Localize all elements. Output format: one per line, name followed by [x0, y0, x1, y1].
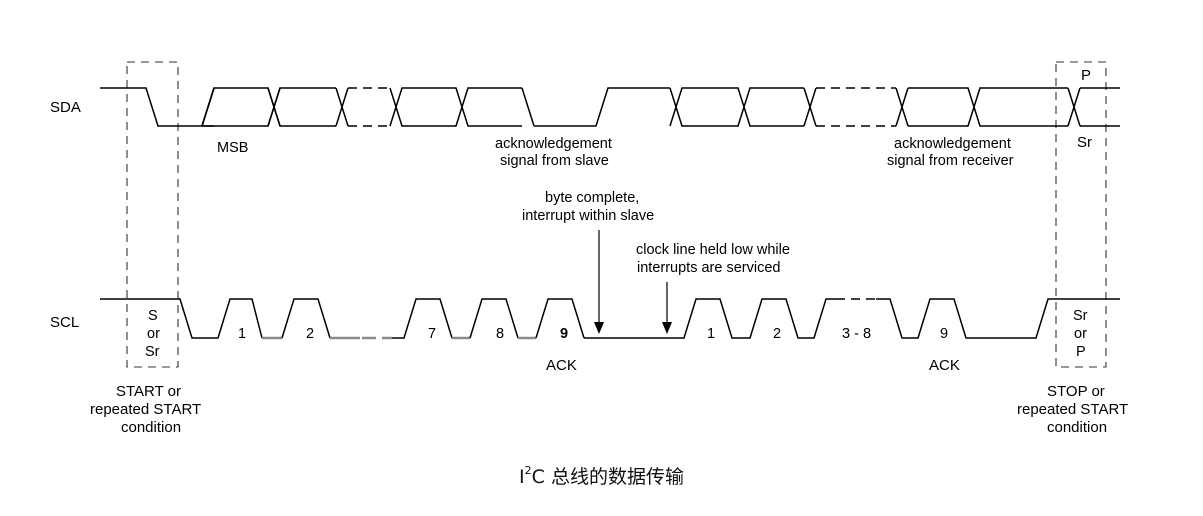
clock-number: 1	[707, 326, 715, 342]
scl-label: SCL	[50, 314, 79, 331]
start-condition-line1: START or	[116, 383, 181, 400]
ack-slave-line2: signal from slave	[500, 153, 609, 169]
clock-number: 8	[496, 326, 504, 342]
ack-slave-line1: acknowledgement	[495, 136, 612, 152]
stop-box-line1: Sr	[1073, 308, 1088, 324]
ack-receiver-line2: signal from receiver	[887, 153, 1014, 169]
stop-box-line2: or	[1074, 326, 1087, 342]
stop-box-line3: P	[1076, 344, 1086, 360]
stop-p-label: P	[1081, 67, 1091, 84]
byte-complete-line2: interrupt within slave	[522, 208, 654, 224]
caption-text: C 总线的数据传输	[531, 466, 684, 488]
caption-superscript: 2	[524, 464, 532, 477]
byte-complete-line1: byte complete,	[545, 190, 639, 206]
start-box-line2: or	[147, 326, 160, 342]
figure-caption: I2C 总线的数据传输	[0, 462, 1203, 489]
start-condition-box	[126, 61, 179, 368]
clock-held-line2: interrupts are serviced	[637, 260, 780, 276]
ack-receiver-line1: acknowledgement	[894, 136, 1011, 152]
clock-number: 3 - 8	[842, 326, 871, 342]
stop-condition-line2: repeated START	[1017, 401, 1128, 418]
stop-condition-line3: condition	[1047, 419, 1107, 436]
sda-waveform	[100, 87, 1120, 127]
clock-number: 9	[940, 326, 948, 342]
msb-label: MSB	[217, 140, 248, 156]
ack-label: ACK	[929, 357, 960, 374]
caption-prefix: I	[519, 466, 525, 488]
clock-held-arrowhead	[662, 322, 672, 334]
clock-number: 7	[428, 326, 436, 342]
stop-condition-line1: STOP or	[1047, 383, 1105, 400]
clock-number: 9	[560, 326, 568, 342]
byte-complete-arrowhead	[594, 322, 604, 334]
start-condition-line2: repeated START	[90, 401, 201, 418]
clock-number: 2	[773, 326, 781, 342]
start-box-line3: Sr	[145, 344, 160, 360]
scl-waveform	[100, 298, 1120, 340]
clock-number: 2	[306, 326, 314, 342]
clock-number: 1	[238, 326, 246, 342]
stop-sr-label: Sr	[1077, 134, 1092, 151]
start-box-line1: S	[148, 308, 158, 324]
stop-condition-box	[1055, 61, 1107, 368]
clock-held-line1: clock line held low while	[636, 242, 790, 258]
sda-label: SDA	[50, 99, 81, 116]
ack-label: ACK	[546, 357, 577, 374]
start-condition-line3: condition	[121, 419, 181, 436]
